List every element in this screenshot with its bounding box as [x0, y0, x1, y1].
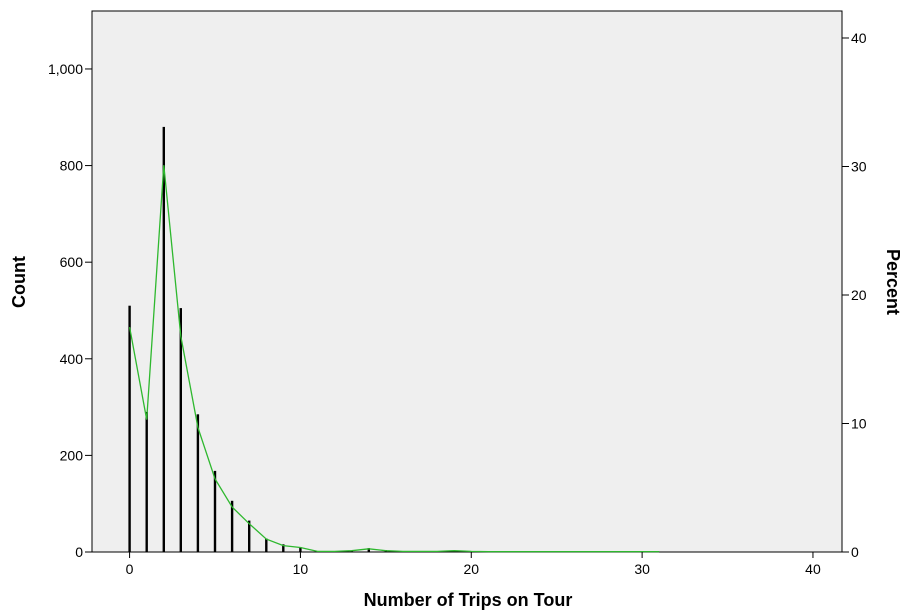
y-left-tick-label: 1,000 [48, 61, 83, 77]
y-right-tick-label: 20 [851, 287, 867, 303]
bar [196, 414, 200, 552]
bar [282, 544, 285, 552]
x-tick-label: 40 [805, 561, 821, 577]
bar [179, 308, 182, 552]
percent-line-layer [128, 165, 660, 553]
x-tick-label: 20 [463, 561, 479, 577]
y-left-tick-label: 200 [60, 447, 84, 463]
bar [128, 305, 131, 552]
bar [367, 548, 370, 552]
y-axis-left-title: Count [9, 256, 29, 308]
y-left-tick-label: 400 [60, 351, 84, 367]
bar [162, 126, 165, 553]
x-tick-label: 0 [126, 561, 134, 577]
y-left-tick-label: 0 [75, 544, 83, 560]
bar [213, 470, 217, 552]
x-tick-label: 30 [634, 561, 650, 577]
y-left-tick-label: 800 [60, 158, 84, 174]
x-axis-title: Number of Trips on Tour [364, 590, 573, 610]
y-right-tick-label: 10 [851, 415, 867, 431]
plot-area [91, 10, 843, 553]
bar [230, 500, 234, 552]
y-axis-right: 0 10 20 30 40 [842, 30, 867, 560]
bar [265, 538, 268, 552]
y-left-tick-label: 600 [60, 254, 84, 270]
y-axis-right-title: Percent [883, 249, 902, 315]
bar [145, 411, 148, 552]
x-axis: 0 10 20 30 40 [126, 552, 821, 577]
bar [299, 547, 302, 552]
y-right-tick-label: 40 [851, 30, 867, 46]
percent-line [128, 165, 660, 553]
y-axis-left: 0 200 400 600 800 1,000 [48, 61, 92, 560]
x-tick-label: 10 [293, 561, 309, 577]
y-right-tick-label: 30 [851, 158, 867, 174]
bar [248, 520, 251, 552]
y-right-tick-label: 0 [851, 544, 859, 560]
